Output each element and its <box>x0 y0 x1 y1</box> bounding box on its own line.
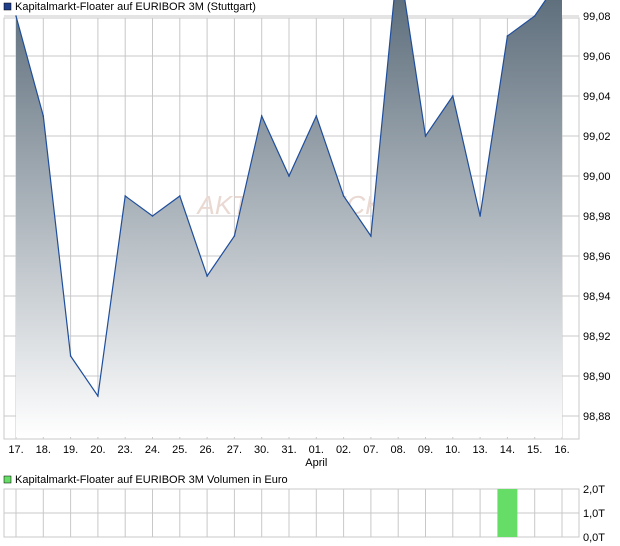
x-tick-label: 24. <box>145 444 160 456</box>
volume-bars <box>497 489 518 537</box>
price-point <box>370 235 372 237</box>
y-tick-label: 99,02 <box>583 131 611 143</box>
price-point <box>206 275 208 277</box>
volume-grid <box>4 488 579 538</box>
x-tick-label: 26. <box>199 444 214 456</box>
price-point <box>479 215 481 217</box>
x-tick-label: 25. <box>172 444 187 456</box>
price-point <box>151 215 154 217</box>
price-point <box>452 95 454 97</box>
volume-y-tick-label: 1,0T <box>583 508 605 520</box>
price-point <box>288 175 290 177</box>
x-tick-label: 30. <box>254 444 269 456</box>
x-tick-label: 13. <box>472 444 487 456</box>
x-tick-label: 17. <box>8 444 23 456</box>
volume-y-axis: 0,0T 1,0T 2,0T <box>583 484 605 544</box>
y-tick-label: 99,00 <box>583 171 611 183</box>
x-tick-label: 15. <box>527 444 542 456</box>
price-point <box>260 115 263 117</box>
x-tick-label: 09. <box>418 444 433 456</box>
y-tick-label: 98,94 <box>583 291 611 303</box>
y-tick-label: 99,04 <box>583 91 611 103</box>
price-point <box>124 195 126 197</box>
x-tick-label: 20. <box>90 444 105 456</box>
y-tick-label: 98,96 <box>583 251 611 263</box>
x-tick-label: 08. <box>391 444 406 456</box>
price-point <box>97 395 99 397</box>
main-y-axis: 98,88 98,90 98,92 98,94 98,96 98,98 99,00 99,02… <box>583 11 611 423</box>
volume-y-tick-label: 0,0T <box>583 532 605 544</box>
price-point <box>315 115 318 117</box>
volume-legend-swatch <box>3 475 12 484</box>
x-tick-label: 18. <box>36 444 51 456</box>
volume-chart-title: Kapitalmarkt-Floater auf EURIBOR 3M Volu… <box>15 474 288 486</box>
x-tick-label: 14. <box>500 444 515 456</box>
x-tick-label: 16. <box>554 444 569 456</box>
volume-y-tick-label: 2,0T <box>583 484 605 496</box>
x-tick-label: 10. <box>445 444 460 456</box>
price-point <box>69 355 72 357</box>
main-chart-title: Kapitalmarkt-Floater auf EURIBOR 3M (Stu… <box>15 1 256 13</box>
price-point <box>179 195 181 197</box>
price-point <box>342 195 345 197</box>
price-point <box>42 115 45 117</box>
x-tick-label: 01. <box>309 444 324 456</box>
x-tick-label: 31. <box>281 444 296 456</box>
price-area <box>16 0 562 437</box>
x-month-label: April <box>305 457 327 469</box>
y-tick-label: 98,98 <box>583 211 611 223</box>
x-tick-label: 02. <box>336 444 351 456</box>
y-tick-label: 98,92 <box>583 331 611 343</box>
price-point <box>424 135 427 137</box>
x-tick-label: 27. <box>227 444 242 456</box>
price-point <box>233 235 236 237</box>
price-point <box>506 35 509 37</box>
y-tick-label: 98,90 <box>583 371 611 383</box>
price-point <box>15 15 17 17</box>
y-tick-label: 98,88 <box>583 411 611 423</box>
x-tick-label: 19. <box>63 444 78 456</box>
main-x-axis: 17. 18. 19. 20. 23. 24. 25. 26. 27. 30. 31. 01. 02. 0… <box>8 444 569 456</box>
x-tick-label: 07. <box>363 444 378 456</box>
main-legend-swatch <box>3 2 12 11</box>
y-tick-label: 99,06 <box>583 51 611 63</box>
y-tick-label: 99,08 <box>583 11 611 23</box>
volume-bar <box>497 489 518 537</box>
x-tick-label: 23. <box>118 444 133 456</box>
price-point <box>533 15 536 17</box>
main-legend: Kapitalmarkt-Floater auf EURIBOR 3M (Stu… <box>3 1 256 13</box>
volume-legend: Kapitalmarkt-Floater auf EURIBOR 3M Volu… <box>3 474 288 486</box>
main-area-layer <box>15 0 562 437</box>
